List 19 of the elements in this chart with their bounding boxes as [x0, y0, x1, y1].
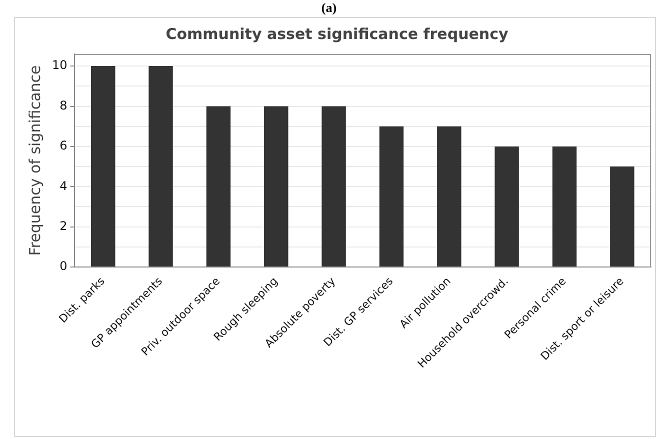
bar	[148, 66, 173, 267]
bar	[494, 146, 519, 267]
y-tick-label: 0	[60, 259, 68, 274]
y-tick-label: 6	[60, 138, 68, 153]
bar	[379, 126, 404, 267]
text: (a)	[320, 0, 338, 16]
bar	[552, 146, 577, 267]
bar	[437, 126, 462, 267]
bar	[610, 166, 634, 267]
bar	[206, 106, 231, 267]
y-tick-label: 10	[52, 58, 68, 72]
y-tick-label: 8	[60, 98, 68, 112]
y-tick-label: 4	[60, 178, 68, 193]
chart-title: Community asset significance frequency	[166, 24, 508, 43]
bar	[264, 106, 288, 267]
bar	[322, 106, 346, 267]
y-axis-title: Frequency of significance	[26, 65, 44, 256]
y-tick-label: 2	[60, 218, 68, 233]
bar	[90, 66, 116, 267]
